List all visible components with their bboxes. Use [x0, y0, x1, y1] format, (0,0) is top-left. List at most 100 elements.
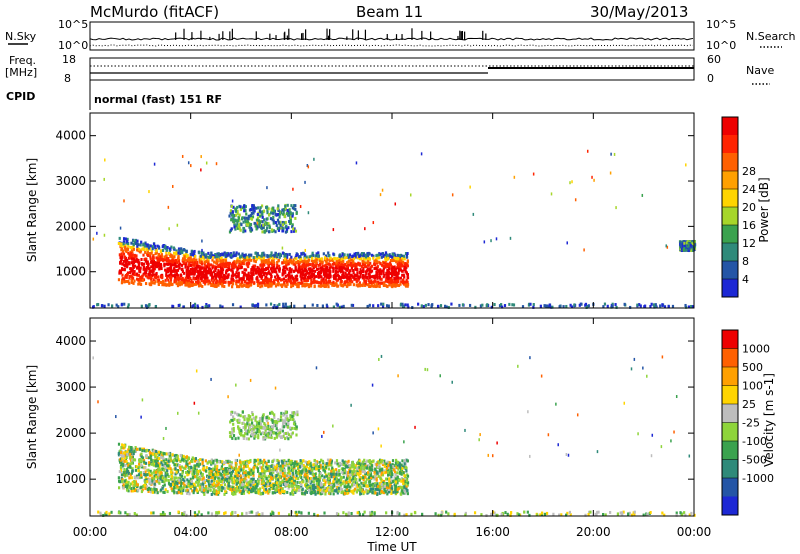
- echo-cell: [350, 258, 353, 262]
- echo-cell: [123, 280, 126, 284]
- echo-cell: [332, 267, 335, 271]
- echo-cell: [180, 282, 183, 286]
- echo-cell: [198, 272, 201, 276]
- echo-cell: [222, 467, 225, 471]
- echo-cell: [330, 469, 333, 473]
- echo-cell: [399, 485, 402, 489]
- echo-cell: [539, 304, 542, 308]
- echo-cell: [403, 267, 406, 271]
- echo-cell: [327, 251, 330, 255]
- echo-cell: [394, 267, 398, 271]
- echo-cell: [242, 261, 245, 265]
- echo-cell: [352, 257, 356, 261]
- echo-cell: [420, 152, 423, 156]
- echo-cell: [215, 258, 218, 262]
- echo-cell: [340, 275, 343, 279]
- echo-cell: [353, 489, 356, 493]
- echo-cell: [271, 487, 274, 491]
- echo-cell: [287, 259, 290, 263]
- echo-cell: [183, 255, 186, 259]
- echo-cell: [379, 193, 382, 197]
- echo-cell: [349, 277, 353, 281]
- echo-cell: [152, 264, 155, 268]
- echo-cell: [339, 267, 343, 271]
- echo-cell: [361, 276, 364, 280]
- echo-cell: [123, 454, 126, 458]
- echo-cell: [212, 256, 215, 260]
- echo-cell: [347, 459, 350, 463]
- echo-cell: [379, 281, 382, 285]
- echo-cell: [199, 284, 202, 288]
- echo-cell: [126, 271, 130, 275]
- freq-label-2: [MHz]: [5, 66, 37, 79]
- echo-cell: [152, 242, 156, 246]
- echo-cell: [686, 248, 690, 252]
- echo-cell: [611, 304, 614, 308]
- echo-cell: [354, 481, 357, 485]
- echo-cell: [249, 458, 252, 462]
- echo-cell: [249, 214, 252, 218]
- echo-cell: [336, 259, 339, 263]
- echo-cell: [238, 261, 241, 265]
- echo-cell: [134, 446, 137, 450]
- echo-cell: [399, 302, 403, 306]
- echo-cell: [297, 283, 300, 287]
- noise-left-tick-bottom: 10^0: [58, 39, 88, 52]
- echo-cell: [264, 259, 267, 263]
- echo-cell: [363, 460, 366, 464]
- echo-cell: [236, 222, 239, 226]
- echo-cell: [261, 284, 264, 288]
- echo-cell: [278, 255, 281, 259]
- echo-cell: [158, 453, 161, 457]
- echo-cell: [397, 284, 401, 288]
- echo-cell: [233, 225, 236, 229]
- echo-cell: [244, 256, 247, 260]
- echo-cell: [176, 223, 179, 227]
- echo-cell: [257, 224, 260, 228]
- echo-cell: [152, 267, 155, 271]
- echo-cell: [155, 249, 158, 253]
- echo-cell: [269, 211, 273, 215]
- echo-cell: [222, 263, 225, 267]
- echo-cell: [213, 278, 216, 282]
- echo-cell: [248, 222, 251, 226]
- echo-cell: [197, 271, 200, 275]
- echo-cell: [365, 269, 369, 273]
- echo-cell: [333, 276, 336, 280]
- colorbar-tick-label: 20: [742, 201, 756, 214]
- echo-cell: [261, 492, 264, 496]
- echo-cell: [196, 265, 199, 269]
- echo-cell: [166, 267, 169, 271]
- echo-cell: [149, 252, 152, 256]
- echo-cell: [394, 464, 397, 468]
- echo-cell: [358, 475, 361, 479]
- echo-cell: [343, 281, 346, 285]
- echo-cell: [378, 260, 381, 264]
- echo-cell: [148, 303, 151, 307]
- echo-cell: [393, 268, 396, 272]
- echo-cell: [353, 273, 356, 277]
- echo-cell: [247, 258, 250, 262]
- echo-cell: [193, 271, 196, 275]
- echo-cell: [329, 265, 333, 269]
- echo-cell: [316, 254, 320, 258]
- echo-cell: [683, 243, 686, 247]
- echo-cell: [121, 268, 124, 272]
- echo-cell: [156, 491, 159, 495]
- echo-cell: [161, 255, 164, 259]
- echo-cell: [243, 209, 246, 213]
- echo-cell: [133, 264, 137, 268]
- echo-cell: [395, 280, 398, 284]
- echo-cell: [329, 488, 333, 492]
- echo-cell: [296, 480, 299, 484]
- echo-cell: [317, 489, 320, 493]
- echo-cell: [246, 276, 250, 280]
- echo-cell: [403, 262, 407, 266]
- echo-cell: [194, 254, 197, 258]
- echo-cell: [235, 282, 238, 286]
- echo-cell: [147, 449, 151, 453]
- echo-cell: [650, 302, 653, 306]
- echo-cell: [652, 303, 656, 307]
- echo-cell: [192, 457, 196, 461]
- echo-cell: [190, 250, 193, 254]
